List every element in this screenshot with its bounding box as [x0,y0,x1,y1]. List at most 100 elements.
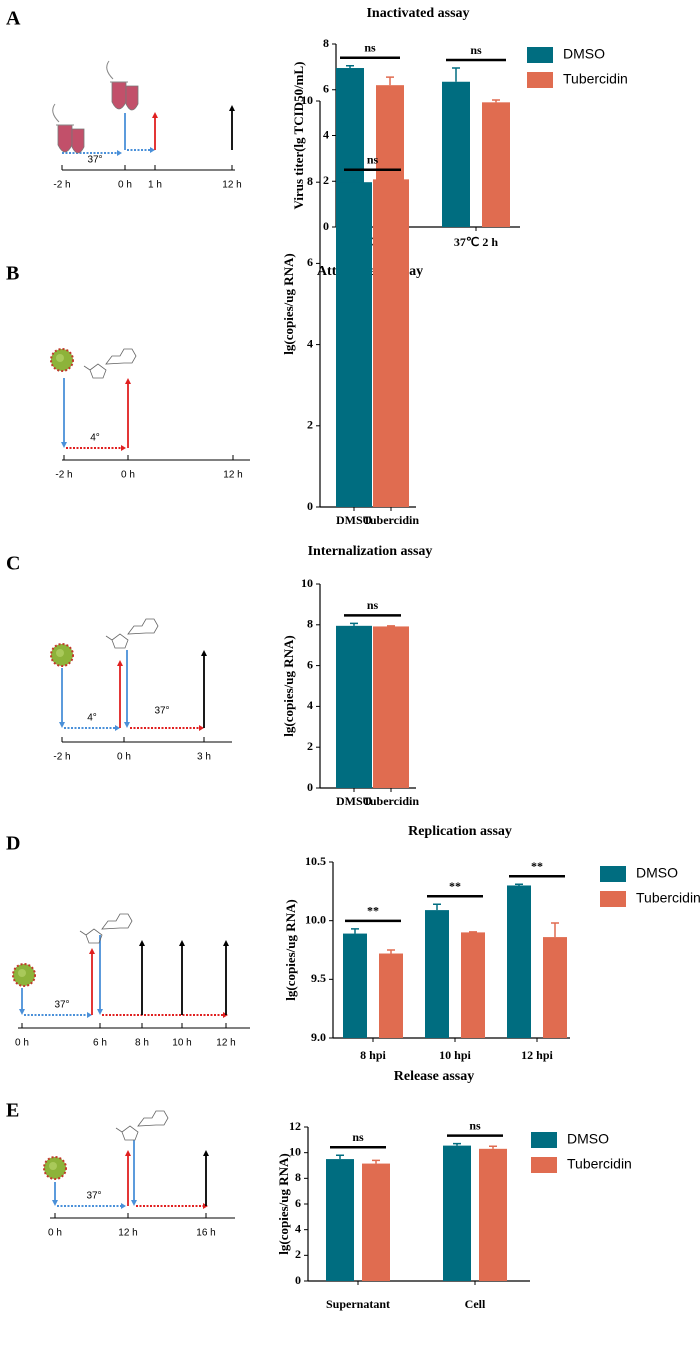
legend-label: DMSO [563,46,605,62]
y-tick-label: 6 [307,657,313,671]
y-tick-label: 2 [323,173,329,187]
arrow-head [125,378,131,384]
temperature-label: 37° [86,1191,101,1202]
bar [461,932,485,1038]
bar [543,937,567,1038]
y-tick-label: 8 [295,1170,301,1184]
y-tick-label: 4 [323,127,329,141]
bar [379,953,403,1038]
y-tick-label: 4 [295,1221,301,1235]
y-tick-label: 6 [323,82,329,96]
error-bar [336,1154,344,1160]
panel-letter: B [6,263,19,285]
y-tick-label: 0 [323,219,329,233]
error-bar [452,67,460,82]
temperature-label: 37° [87,155,102,166]
arrow-head [59,722,65,728]
time-label: 12 h [223,470,242,481]
y-tick-label: 4 [307,336,313,350]
legend-label: Tubercidin [567,1156,632,1172]
bar [479,1148,507,1281]
arrow-head [201,650,207,656]
legend-label: Tubercidin [636,890,700,906]
arrow-head [19,1009,25,1015]
arrow-head [117,660,123,666]
arrow-head [121,1203,126,1209]
arrow-head [179,940,185,946]
significance-label: ** [367,904,379,918]
panel-letter: E [6,1100,19,1122]
legend-swatch [531,1157,557,1173]
y-tick-label: 10 [301,576,313,590]
arrow-head [52,1200,58,1206]
tube-icon [71,128,85,154]
x-tick-label: DMSO [336,513,372,527]
error-bar [433,903,441,911]
y-axis-label: lg(copies/ug RNA) [276,1153,291,1254]
chart-title: Inactivated assay [366,6,469,21]
significance-label: ns [367,598,379,612]
error-bar [351,928,359,934]
error-bar [489,1145,497,1149]
x-tick-label: Supernatant [326,1297,390,1311]
y-axis-label: Virus titer(lg TCID50/mL) [291,61,306,209]
error-bar [387,176,395,180]
panel-letter: A [6,8,21,30]
y-tick-label: 6 [307,255,313,269]
x-tick-label: Cell [465,1297,486,1311]
time-label: 1 h [148,180,162,191]
arrow-head [124,722,130,728]
bar [373,626,409,788]
y-tick-label: 8 [307,174,313,188]
time-label: 0 h [118,180,132,191]
time-label: -2 h [53,752,70,763]
y-tick-label: 0 [295,1273,301,1287]
time-label: 10 h [172,1038,191,1049]
time-label: 12 h [216,1038,235,1049]
tube-icon [125,85,139,111]
y-tick-label: 10.5 [305,854,326,868]
chart-title: Release assay [394,1069,475,1084]
molecule-icon [79,913,133,944]
virus-core [56,649,64,657]
time-label: 0 h [48,1228,62,1239]
legend-swatch [600,891,626,907]
y-axis-label: lg(copies/ug RNA) [283,899,298,1000]
arrow-head [125,1150,131,1156]
molecule-icon [105,618,159,649]
virus-core [18,969,26,977]
arrow-head [61,442,67,448]
error-bar [453,1142,461,1146]
virus-core [49,1162,57,1170]
arrow-head [199,725,204,731]
y-tick-label: 10 [289,1144,301,1158]
molecule-icon [115,1110,169,1141]
significance-label: ns [469,1118,481,1132]
chart-title: Internalization assay [308,544,433,559]
significance-label: ns [364,40,376,54]
error-bar [386,76,394,86]
bar [482,102,510,227]
legend-label: Tubercidin [563,71,628,87]
legend-swatch [527,72,553,88]
time-label: 0 h [117,752,131,763]
bar [336,625,372,788]
time-label: 16 h [196,1228,215,1239]
y-tick-label: 12 [289,1119,301,1133]
arrow-head [152,112,158,118]
error-bar [372,1159,380,1164]
error-bar [387,949,395,954]
significance-label: ** [531,859,543,873]
arrow-head [121,445,126,451]
y-tick-label: 10.0 [305,912,326,926]
y-tick-label: 2 [295,1247,301,1261]
y-axis-label: lg(copies/ug RNA) [281,253,296,354]
y-tick-label: 10 [301,93,313,107]
error-bar [469,931,477,933]
y-tick-label: 9.5 [311,971,326,985]
time-label: 0 h [15,1038,29,1049]
bar [326,1159,354,1281]
arrow-head [97,1009,103,1015]
significance-label: ns [352,1130,364,1144]
arrow-head [115,725,120,731]
